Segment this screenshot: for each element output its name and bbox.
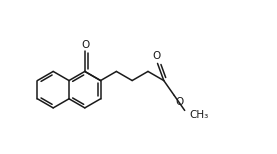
Text: O: O [152, 51, 161, 61]
Text: O: O [82, 40, 90, 50]
Text: O: O [175, 97, 183, 107]
Text: CH₃: CH₃ [190, 110, 209, 120]
